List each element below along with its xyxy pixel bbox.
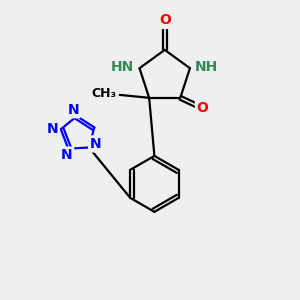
Text: N: N xyxy=(47,122,58,136)
Text: O: O xyxy=(196,101,208,115)
Text: NH: NH xyxy=(195,60,218,74)
Text: N: N xyxy=(68,103,79,117)
Text: N: N xyxy=(61,148,73,162)
Text: HN: HN xyxy=(111,60,134,74)
Text: O: O xyxy=(159,14,171,27)
Text: CH₃: CH₃ xyxy=(92,87,117,100)
Text: N: N xyxy=(90,137,101,151)
